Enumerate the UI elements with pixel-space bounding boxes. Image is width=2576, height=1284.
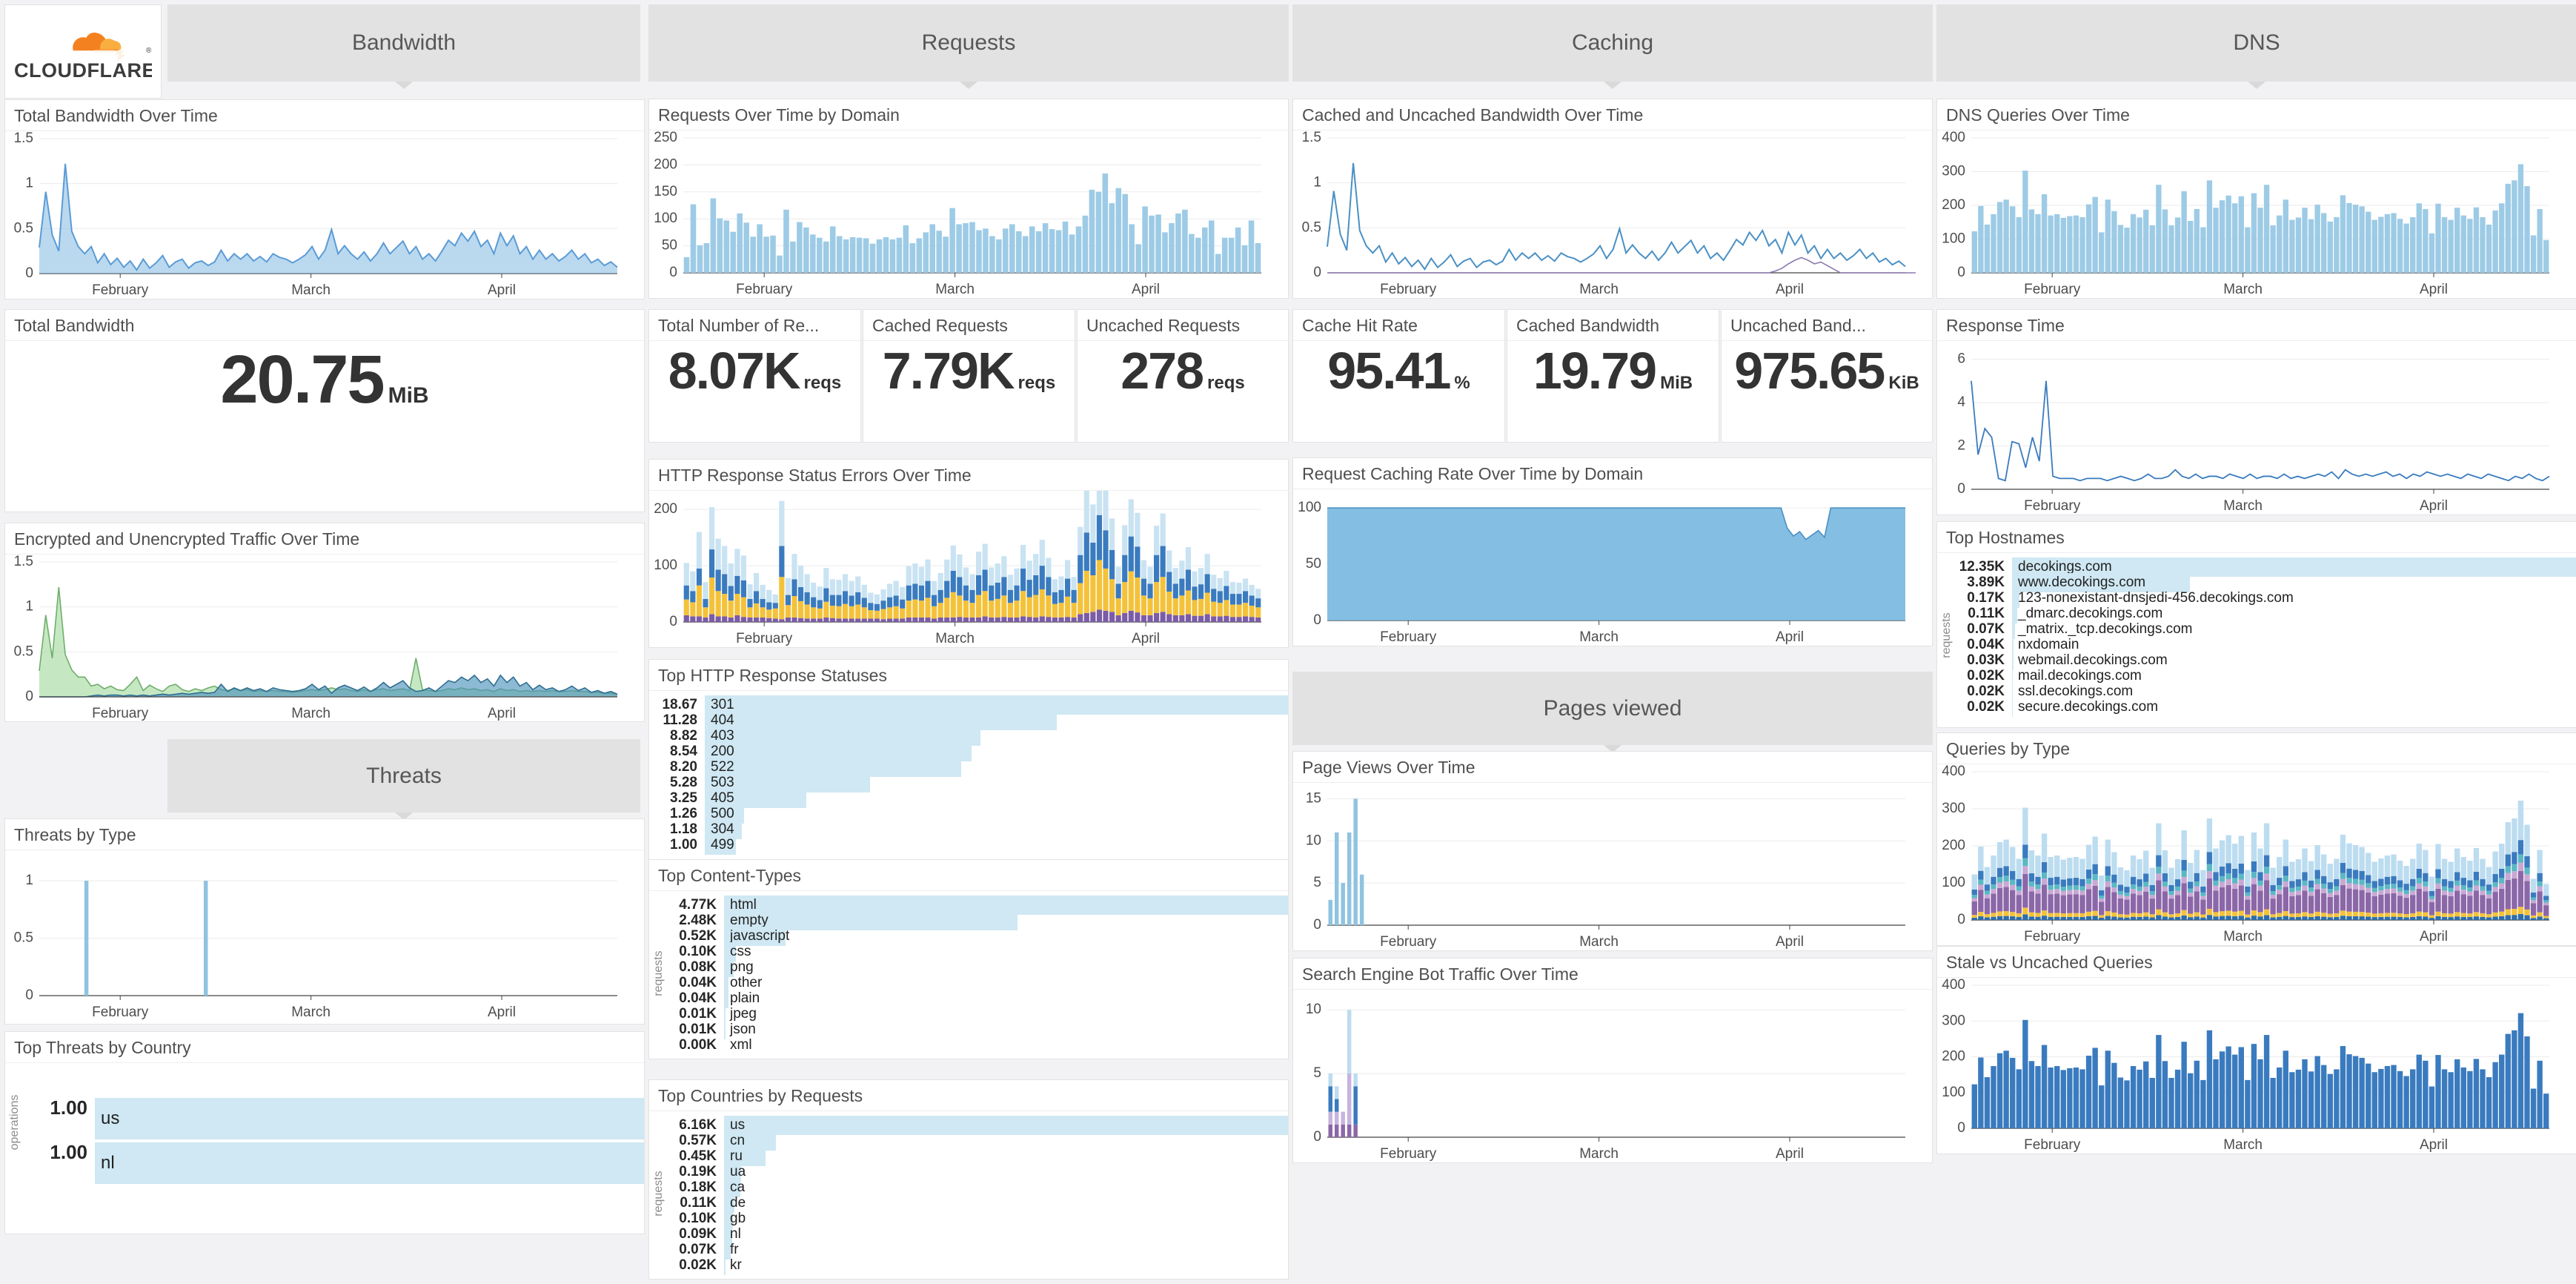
svg-text:1.5: 1.5 (14, 131, 33, 146)
svg-text:March: March (2223, 929, 2263, 944)
svg-text:6: 6 (1957, 351, 1965, 367)
svg-text:1: 1 (25, 599, 33, 615)
svg-text:0: 0 (1957, 481, 1965, 497)
svg-text:200: 200 (654, 501, 677, 517)
svg-text:March: March (935, 631, 975, 646)
svg-text:0: 0 (669, 614, 677, 629)
svg-text:200: 200 (654, 156, 677, 172)
svg-text:0: 0 (1957, 912, 1965, 927)
svg-text:300: 300 (1942, 1013, 1965, 1028)
svg-text:April: April (488, 706, 516, 721)
svg-text:March: March (935, 282, 975, 297)
svg-text:0: 0 (25, 265, 33, 281)
svg-text:300: 300 (1942, 801, 1965, 816)
svg-text:March: March (2223, 282, 2263, 297)
svg-text:15: 15 (1306, 790, 1321, 806)
svg-text:10: 10 (1306, 833, 1321, 848)
svg-text:50: 50 (662, 238, 677, 254)
svg-text:200: 200 (1942, 197, 1965, 213)
svg-text:100: 100 (1298, 500, 1321, 515)
svg-text:April: April (1776, 282, 1804, 297)
svg-text:April: April (2420, 282, 2448, 297)
svg-text:March: March (2223, 498, 2263, 514)
svg-text:0: 0 (1313, 265, 1321, 280)
svg-text:February: February (1380, 934, 1437, 950)
svg-text:250: 250 (654, 130, 677, 145)
svg-text:100: 100 (1942, 231, 1965, 247)
svg-text:April: April (2420, 929, 2448, 944)
svg-text:10: 10 (1306, 1002, 1321, 1017)
svg-text:400: 400 (1942, 978, 1965, 993)
svg-text:March: March (291, 282, 331, 298)
svg-text:®: ® (146, 47, 152, 55)
svg-text:March: March (1579, 282, 1619, 297)
svg-text:April: April (1776, 934, 1804, 950)
svg-text:0: 0 (1313, 917, 1321, 933)
svg-text:February: February (92, 706, 149, 721)
svg-text:0.5: 0.5 (1302, 219, 1321, 235)
svg-text:1: 1 (1313, 175, 1321, 191)
svg-text:February: February (2024, 282, 2081, 297)
svg-text:0: 0 (669, 265, 677, 280)
svg-text:100: 100 (654, 557, 677, 573)
svg-text:0: 0 (1313, 612, 1321, 628)
svg-text:February: February (2024, 929, 2081, 944)
svg-text:March: March (291, 1005, 331, 1020)
svg-text:April: April (1132, 282, 1160, 297)
svg-text:1.5: 1.5 (1302, 130, 1321, 145)
svg-text:200: 200 (1942, 838, 1965, 853)
svg-text:0: 0 (25, 689, 33, 704)
svg-text:February: February (1380, 629, 1437, 645)
svg-text:March: March (1579, 1146, 1619, 1162)
svg-text:February: February (1380, 1146, 1437, 1162)
svg-text:February: February (736, 631, 793, 646)
svg-text:April: April (1776, 1146, 1804, 1162)
svg-text:March: March (1579, 629, 1619, 645)
svg-text:February: February (1380, 282, 1437, 297)
svg-text:February: February (92, 1005, 149, 1020)
svg-text:0: 0 (25, 987, 33, 1003)
svg-text:400: 400 (1942, 764, 1965, 779)
svg-text:200: 200 (1942, 1049, 1965, 1065)
svg-text:April: April (1776, 629, 1804, 645)
svg-text:100: 100 (654, 211, 677, 226)
svg-text:300: 300 (1942, 164, 1965, 179)
svg-text:1: 1 (25, 176, 33, 191)
svg-text:CLOUDFLARE: CLOUDFLARE (14, 59, 152, 82)
svg-text:0.5: 0.5 (14, 220, 33, 236)
svg-text:April: April (488, 1005, 516, 1020)
svg-text:0: 0 (1957, 265, 1965, 280)
svg-text:5: 5 (1313, 875, 1321, 890)
svg-text:0: 0 (1313, 1129, 1321, 1145)
svg-text:March: March (291, 706, 331, 721)
svg-text:0.5: 0.5 (14, 643, 33, 659)
svg-text:March: March (1579, 934, 1619, 950)
svg-text:100: 100 (1942, 1085, 1965, 1100)
svg-text:March: March (2223, 1137, 2263, 1153)
svg-text:February: February (736, 282, 793, 297)
svg-text:400: 400 (1942, 130, 1965, 145)
svg-text:2: 2 (1957, 438, 1965, 454)
svg-text:April: April (488, 282, 516, 298)
svg-text:April: April (2420, 498, 2448, 514)
svg-text:0: 0 (1957, 1120, 1965, 1136)
svg-text:February: February (2024, 498, 2081, 514)
svg-text:4: 4 (1957, 394, 1965, 410)
svg-text:100: 100 (1942, 875, 1965, 890)
svg-text:50: 50 (1306, 556, 1321, 572)
svg-text:1.5: 1.5 (14, 555, 33, 569)
svg-text:1: 1 (25, 873, 33, 888)
svg-text:February: February (2024, 1137, 2081, 1153)
svg-text:5: 5 (1313, 1065, 1321, 1081)
svg-text:April: April (2420, 1137, 2448, 1153)
svg-text:February: February (92, 282, 149, 298)
svg-text:April: April (1132, 631, 1160, 646)
svg-text:0.5: 0.5 (14, 930, 33, 946)
svg-text:150: 150 (654, 184, 677, 199)
